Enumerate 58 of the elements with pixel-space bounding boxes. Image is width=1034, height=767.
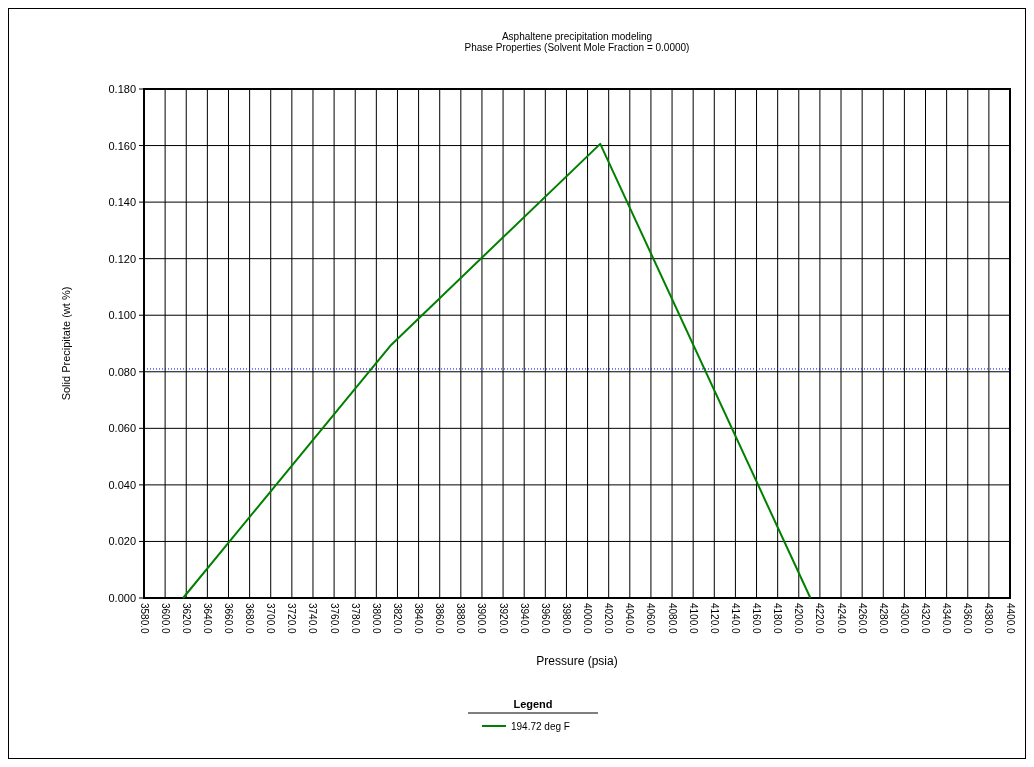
x-tick-label: 3820.0 xyxy=(391,603,403,635)
x-tick-label: 4320.0 xyxy=(920,603,932,635)
x-tick-label: 3600.0 xyxy=(159,603,171,635)
x-tick-label: 4140.0 xyxy=(729,603,741,635)
x-tick-label: 4160.0 xyxy=(751,603,763,635)
x-tick-label: 4280.0 xyxy=(877,603,889,635)
x-tick-label: 3580.0 xyxy=(138,603,150,635)
x-tick-label: 4260.0 xyxy=(856,603,868,635)
x-tick-label: 3900.0 xyxy=(476,603,488,635)
x-tick-label: 3940.0 xyxy=(518,603,530,635)
x-tick-label: 4300.0 xyxy=(898,603,910,635)
legend-title: Legend xyxy=(513,698,553,710)
x-tick-label: 3720.0 xyxy=(286,603,298,635)
y-tick-label: 0.080 xyxy=(108,365,136,378)
y-tick-label: 0.160 xyxy=(108,139,136,152)
y-tick-label: 0.180 xyxy=(108,83,136,95)
x-tick-label: 4240.0 xyxy=(835,603,847,635)
x-tick-label: 4360.0 xyxy=(962,603,974,635)
x-tick-label: 4060.0 xyxy=(645,603,657,635)
x-tick-label: 4200.0 xyxy=(793,603,805,635)
x-tick-label: 4380.0 xyxy=(983,603,995,635)
x-tick-label: 3960.0 xyxy=(539,603,551,635)
x-tick-label: 3620.0 xyxy=(180,603,192,635)
x-tick-label: 3980.0 xyxy=(560,603,572,635)
x-tick-label: 4400.0 xyxy=(1004,603,1016,635)
x-tick-label: 3880.0 xyxy=(455,603,467,635)
y-tick-label: 0.100 xyxy=(108,309,136,322)
x-tick-label: 3860.0 xyxy=(434,603,446,635)
x-tick-label: 3760.0 xyxy=(328,603,340,635)
y-tick-label: 0.020 xyxy=(108,535,136,548)
legend-label: 194.72 deg F xyxy=(511,720,570,732)
y-tick-label: 0.040 xyxy=(108,478,136,491)
x-tick-label: 3840.0 xyxy=(413,603,425,635)
x-tick-label: 3660.0 xyxy=(222,603,234,635)
x-tick-label: 3640.0 xyxy=(201,603,213,635)
y-tick-label: 0.000 xyxy=(108,592,136,604)
x-tick-label: 4180.0 xyxy=(772,603,784,635)
x-tick-label: 4020.0 xyxy=(603,603,615,635)
y-tick-label: 0.140 xyxy=(108,196,136,209)
x-tick-label: 3800.0 xyxy=(370,603,382,635)
x-tick-label: 4000.0 xyxy=(582,603,594,635)
x-axis-title: Pressure (psia) xyxy=(536,654,618,668)
x-tick-label: 3680.0 xyxy=(244,603,256,635)
x-tick-label: 4080.0 xyxy=(666,603,678,635)
x-tick-label: 3920.0 xyxy=(497,603,509,635)
x-tick-label: 4100.0 xyxy=(687,603,699,635)
y-tick-label: 0.120 xyxy=(108,252,136,265)
y-tick-label: 0.060 xyxy=(108,422,136,435)
chart-title: Asphaltene precipitation modeling xyxy=(501,31,653,42)
x-tick-label: 3740.0 xyxy=(307,603,319,635)
x-tick-label: 4040.0 xyxy=(624,603,636,635)
y-axis-title: Solid Precipitate (wt %) xyxy=(60,286,72,401)
x-tick-label: 3780.0 xyxy=(349,603,361,635)
x-tick-label: 4340.0 xyxy=(941,603,953,635)
x-tick-label: 3700.0 xyxy=(265,603,277,635)
x-tick-label: 4220.0 xyxy=(814,603,826,635)
x-tick-label: 4120.0 xyxy=(708,603,720,635)
chart-subtitle: Phase Properties (Solvent Mole Fraction = 0.0000) xyxy=(464,42,690,53)
